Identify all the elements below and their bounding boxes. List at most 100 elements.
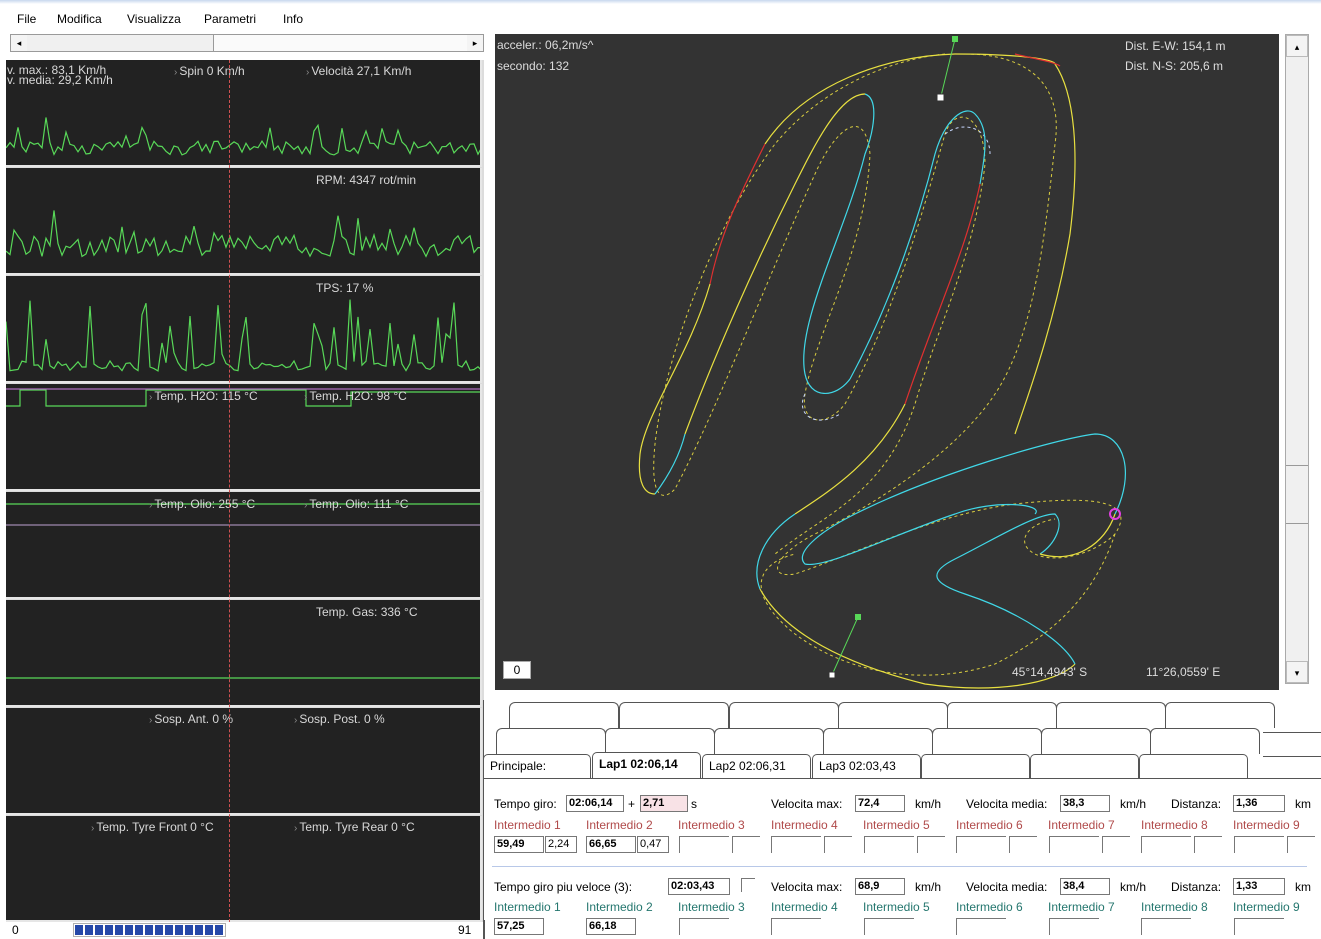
split-7-field[interactable] bbox=[1049, 836, 1099, 853]
best-vmedia-field[interactable]: 38,4 bbox=[1060, 878, 1110, 895]
gas-panel[interactable]: Temp. Gas: 336 °C bbox=[6, 600, 482, 707]
vmax-field[interactable]: 72,4 bbox=[855, 795, 905, 812]
best-split-3-field[interactable] bbox=[679, 918, 729, 935]
menu-visualizza[interactable]: Visualizza bbox=[127, 12, 181, 26]
best-vmedia-label: Velocita media: bbox=[966, 880, 1048, 894]
split-2-delta[interactable]: 0,47 bbox=[637, 836, 669, 853]
tab-empty[interactable] bbox=[496, 728, 606, 754]
scroll-down-arrow-icon[interactable]: ▾ bbox=[1286, 661, 1308, 683]
best-split-9-field[interactable] bbox=[1234, 918, 1284, 935]
tab-empty[interactable] bbox=[1139, 754, 1248, 778]
dist-ew-readout: Dist. E-W: 154,1 m bbox=[1125, 39, 1226, 53]
vmedia-label: Velocita media: bbox=[966, 797, 1048, 811]
split-8-delta[interactable] bbox=[1194, 836, 1222, 853]
split-7-delta[interactable] bbox=[1102, 836, 1130, 853]
split-9-delta[interactable] bbox=[1287, 836, 1315, 853]
best-vmax-field[interactable]: 68,9 bbox=[855, 878, 905, 895]
lap-time-field[interactable]: 02:06,14 bbox=[566, 795, 624, 812]
tab-empty[interactable] bbox=[509, 702, 619, 728]
tab-empty[interactable] bbox=[619, 702, 729, 728]
h2o-trace bbox=[6, 388, 480, 407]
scroll-left-arrow-icon[interactable]: ◂ bbox=[11, 35, 27, 51]
tab-empty[interactable] bbox=[1165, 702, 1275, 728]
tps-label: TPS: 17 % bbox=[316, 281, 374, 295]
best-lap-field[interactable]: 02:03,43 bbox=[668, 878, 730, 895]
tab-lap2[interactable]: Lap2 02:06,31 bbox=[702, 754, 811, 778]
menu-file[interactable]: File bbox=[17, 12, 37, 26]
distance-field[interactable]: 1,36 bbox=[1233, 795, 1285, 812]
best-split-7-field[interactable] bbox=[1049, 918, 1099, 935]
chevron-right-icon: › bbox=[149, 500, 153, 511]
split-5-field[interactable] bbox=[864, 836, 914, 853]
tab-empty[interactable] bbox=[921, 754, 1030, 778]
split-3-delta[interactable] bbox=[732, 836, 760, 853]
tab-empty[interactable] bbox=[1030, 754, 1139, 778]
best-distance-field[interactable]: 1,33 bbox=[1233, 878, 1285, 895]
tab-empty[interactable] bbox=[932, 728, 1042, 754]
split-5-delta[interactable] bbox=[917, 836, 945, 853]
best-split-label-9: Intermedio 9 bbox=[1233, 900, 1300, 914]
split-1-field[interactable]: 59,49 bbox=[494, 836, 544, 853]
tyre-panel[interactable]: › Temp. Tyre Front 0 °C › Temp. Tyre Rear … bbox=[6, 816, 482, 922]
time-cursor-line[interactable] bbox=[229, 60, 230, 922]
map-scrollbar[interactable]: ▴ ▾ bbox=[1285, 34, 1309, 684]
chevron-right-icon: › bbox=[294, 715, 298, 726]
h2o-panel[interactable]: › Temp. H2O: 115 °C › Temp. H2O: 98 °C bbox=[6, 384, 482, 491]
best-lap-checkbox[interactable] bbox=[741, 878, 755, 892]
sosp-panel[interactable]: › Sosp. Ant. 0 % › Sosp. Post. 0 % bbox=[6, 708, 482, 815]
second-readout: secondo: 132 bbox=[497, 59, 570, 73]
tab-empty[interactable] bbox=[729, 702, 839, 728]
olio-panel[interactable]: › Temp. Olio: 255 °C › Temp. Olio: 111 °C bbox=[6, 492, 482, 599]
split-3-field[interactable] bbox=[679, 836, 729, 853]
menu-modifica[interactable]: Modifica bbox=[57, 12, 102, 26]
tab-lap3[interactable]: Lap3 02:03,43 bbox=[812, 754, 921, 778]
gas-trace bbox=[6, 677, 480, 679]
speed-panel[interactable]: v. max.: 83,1 Km/h v. media: 29,2 Km/h ›… bbox=[6, 60, 482, 167]
tab-row-line bbox=[1263, 732, 1321, 733]
scroll-thumb[interactable] bbox=[213, 35, 469, 51]
delta-field[interactable]: 2,71 bbox=[640, 795, 688, 812]
tab-principale[interactable]: Principale: bbox=[483, 754, 591, 778]
tab-empty[interactable] bbox=[605, 728, 715, 754]
split-6-field[interactable] bbox=[956, 836, 1006, 853]
split-9-field[interactable] bbox=[1234, 836, 1284, 853]
tab-empty[interactable] bbox=[947, 702, 1057, 728]
tab-empty[interactable] bbox=[1041, 728, 1151, 754]
latitude-readout: 45°14,4943' S bbox=[1012, 665, 1088, 679]
split-4-field[interactable] bbox=[771, 836, 821, 853]
menu-parametri[interactable]: Parametri bbox=[204, 12, 257, 26]
split-2-field[interactable]: 66,65 bbox=[586, 836, 636, 853]
scroll-right-arrow-icon[interactable]: ▸ bbox=[467, 35, 483, 51]
best-split-1-field[interactable]: 57,25 bbox=[494, 918, 544, 935]
tab-empty[interactable] bbox=[823, 728, 933, 754]
zoom-field[interactable]: 0 bbox=[503, 661, 531, 679]
best-split-4-field[interactable] bbox=[771, 918, 821, 935]
tab-empty[interactable] bbox=[1150, 728, 1260, 754]
best-distance-unit: km bbox=[1295, 880, 1311, 894]
chevron-right-icon: › bbox=[294, 823, 298, 834]
split-8-field[interactable] bbox=[1141, 836, 1191, 853]
best-split-2-field[interactable]: 66,18 bbox=[586, 918, 636, 935]
h2o-label-1: › Temp. H2O: 115 °C bbox=[149, 389, 258, 404]
tab-empty[interactable] bbox=[1056, 702, 1166, 728]
best-split-label-3: Intermedio 3 bbox=[678, 900, 745, 914]
best-split-8-field[interactable] bbox=[1141, 918, 1191, 935]
tab-empty[interactable] bbox=[838, 702, 948, 728]
vmedia-field[interactable]: 38,3 bbox=[1060, 795, 1110, 812]
tab-empty[interactable] bbox=[714, 728, 824, 754]
split-4-delta[interactable] bbox=[824, 836, 852, 853]
best-split-6-field[interactable] bbox=[956, 918, 1006, 935]
tab-lap1[interactable]: Lap1 02:06,14 bbox=[592, 752, 701, 779]
split-6-delta[interactable] bbox=[1009, 836, 1037, 853]
track-map[interactable]: acceler.: 06,2m/s^ secondo: 132 Dist. E-… bbox=[495, 34, 1279, 690]
split-label-9: Intermedio 9 bbox=[1233, 818, 1300, 832]
split-1-delta[interactable]: 2,24 bbox=[545, 836, 577, 853]
tps-panel[interactable]: TPS: 17 % bbox=[6, 276, 482, 383]
time-scrollbar[interactable]: ◂ ▸ bbox=[10, 34, 484, 52]
best-split-5-field[interactable] bbox=[864, 918, 914, 935]
rpm-panel[interactable]: RPM: 4347 rot/min bbox=[6, 168, 482, 275]
tyre-label-1: › Temp. Tyre Front 0 °C bbox=[91, 820, 214, 835]
menu-info[interactable]: Info bbox=[283, 12, 304, 26]
scroll-up-arrow-icon[interactable]: ▴ bbox=[1286, 35, 1308, 57]
distance-unit: km bbox=[1295, 797, 1311, 811]
